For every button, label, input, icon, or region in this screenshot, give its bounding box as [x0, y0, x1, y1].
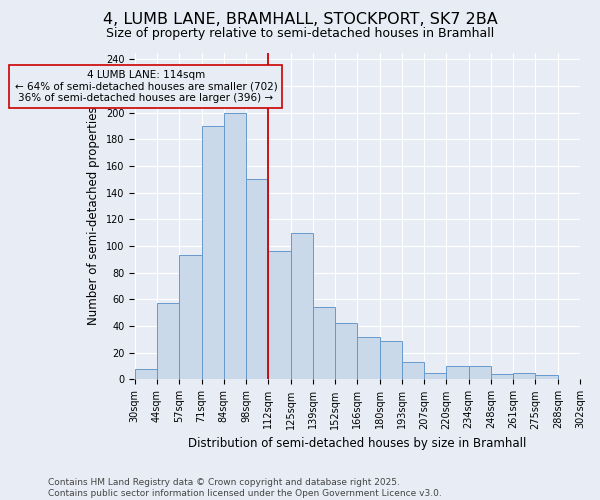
Bar [135, 369, 157, 380]
Bar [268, 252, 290, 380]
Bar [358, 336, 380, 380]
Bar [202, 126, 224, 380]
Bar [424, 373, 446, 380]
Bar [157, 304, 179, 380]
Text: Size of property relative to semi-detached houses in Bramhall: Size of property relative to semi-detach… [106, 28, 494, 40]
Bar [469, 366, 491, 380]
Bar [313, 308, 335, 380]
X-axis label: Distribution of semi-detached houses by size in Bramhall: Distribution of semi-detached houses by … [188, 437, 527, 450]
Bar [246, 180, 268, 380]
Bar [535, 376, 558, 380]
Text: 4, LUMB LANE, BRAMHALL, STOCKPORT, SK7 2BA: 4, LUMB LANE, BRAMHALL, STOCKPORT, SK7 2… [103, 12, 497, 28]
Bar [380, 340, 402, 380]
Bar [402, 362, 424, 380]
Bar [513, 373, 535, 380]
Text: Contains HM Land Registry data © Crown copyright and database right 2025.
Contai: Contains HM Land Registry data © Crown c… [48, 478, 442, 498]
Bar [446, 366, 469, 380]
Y-axis label: Number of semi-detached properties: Number of semi-detached properties [88, 106, 100, 326]
Bar [491, 374, 513, 380]
Text: 4 LUMB LANE: 114sqm
← 64% of semi-detached houses are smaller (702)
36% of semi-: 4 LUMB LANE: 114sqm ← 64% of semi-detach… [14, 70, 277, 103]
Bar [290, 232, 313, 380]
Bar [224, 112, 246, 380]
Bar [335, 324, 358, 380]
Bar [179, 256, 202, 380]
